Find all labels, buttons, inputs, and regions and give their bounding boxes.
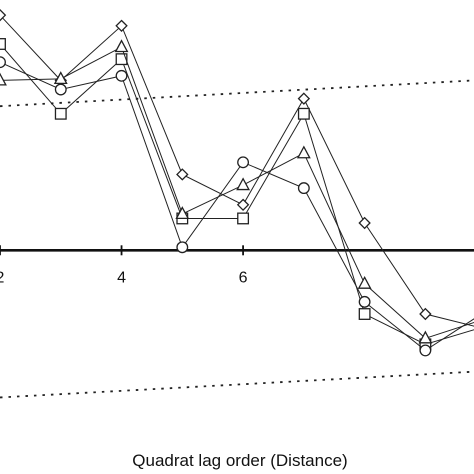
point-circle-3 bbox=[54, 83, 67, 96]
point-diamond-5 bbox=[176, 168, 189, 181]
point-square-4 bbox=[115, 53, 128, 66]
point-diamond-7 bbox=[297, 92, 311, 105]
point-triangle-4 bbox=[114, 39, 129, 53]
series-line-diamond bbox=[0, 14, 474, 327]
x-axis-label: Quadrat lag order (Distance) bbox=[132, 451, 347, 470]
reference-lines bbox=[0, 79, 474, 399]
reference-line-0 bbox=[0, 79, 474, 108]
series-triangle bbox=[0, 39, 474, 344]
point-diamond-9 bbox=[419, 307, 432, 321]
point-diamond-2 bbox=[0, 8, 7, 22]
point-square-2 bbox=[0, 38, 6, 50]
x-tick-label-6: 6 bbox=[239, 269, 248, 286]
point-triangle-2 bbox=[0, 72, 7, 86]
point-circle-5 bbox=[176, 241, 189, 254]
point-square-3 bbox=[54, 107, 67, 120]
series-line-triangle bbox=[0, 46, 474, 339]
series-line-square bbox=[0, 43, 474, 345]
x-tick-label-4: 4 bbox=[117, 269, 126, 286]
point-triangle-8 bbox=[357, 275, 372, 289]
point-diamond-6 bbox=[236, 198, 250, 212]
point-circle-4 bbox=[115, 69, 128, 82]
data-series bbox=[0, 8, 474, 357]
point-triangle-5 bbox=[175, 206, 190, 220]
point-diamond-8 bbox=[358, 216, 371, 230]
series-diamond bbox=[0, 8, 474, 327]
point-circle-7 bbox=[297, 182, 310, 195]
reference-line-1 bbox=[0, 370, 474, 399]
point-circle-8 bbox=[358, 295, 371, 308]
point-triangle-3 bbox=[53, 71, 68, 85]
point-square-8 bbox=[358, 308, 371, 320]
series-square bbox=[0, 38, 474, 351]
point-circle-9 bbox=[419, 344, 432, 357]
point-diamond-4 bbox=[115, 19, 128, 33]
point-triangle-9 bbox=[418, 330, 433, 344]
point-circle-2 bbox=[0, 56, 6, 69]
x-axis-ticks: 2 4 6 bbox=[0, 245, 248, 286]
series-line-circle bbox=[0, 61, 474, 352]
point-triangle-6 bbox=[236, 177, 250, 191]
point-triangle-7 bbox=[296, 145, 311, 159]
x-tick-label-2: 2 bbox=[0, 269, 5, 286]
point-circle-6 bbox=[237, 156, 250, 169]
point-square-6 bbox=[237, 212, 250, 225]
point-square-7 bbox=[297, 107, 310, 120]
series-circle bbox=[0, 56, 474, 357]
